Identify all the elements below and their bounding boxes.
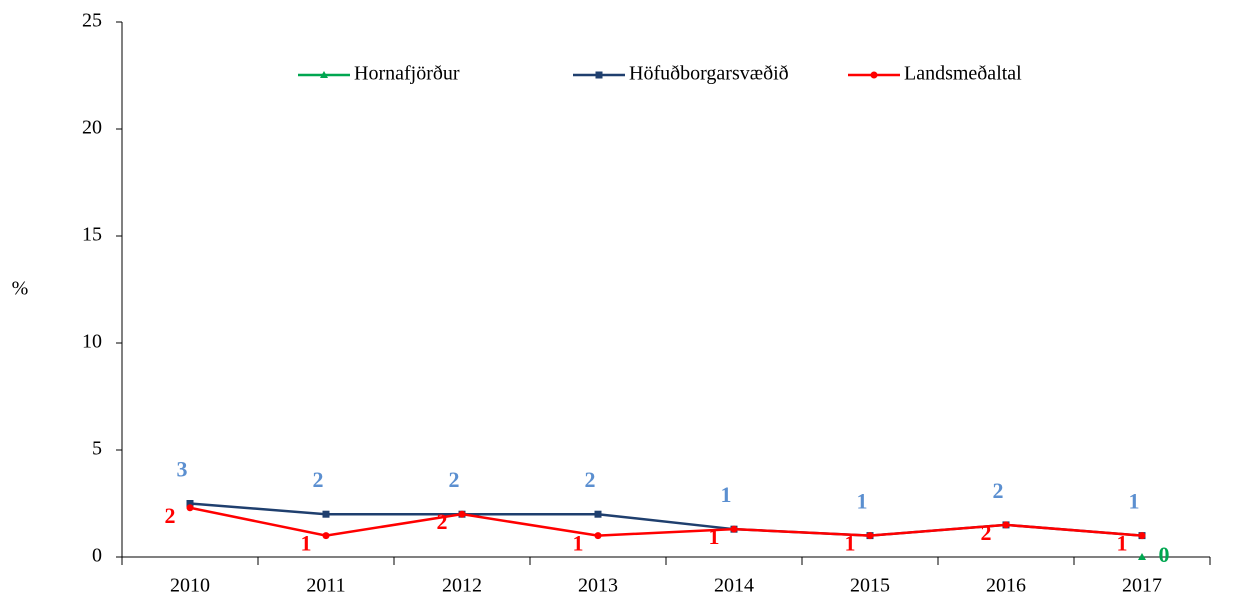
marker (870, 71, 878, 79)
legend-label: Hornafjörður (354, 63, 460, 85)
y-tick-label: 15 (82, 224, 102, 246)
value-label: 1 (857, 489, 868, 514)
value-label: 1 (1129, 489, 1140, 514)
value-label: 1 (721, 482, 732, 507)
value-label: 3 (177, 457, 188, 482)
series-line (189, 506, 1143, 537)
marker (1138, 532, 1146, 540)
x-tick-label: 2015 (850, 575, 890, 597)
x-tick-label: 2014 (714, 575, 754, 597)
value-label: 2 (981, 520, 992, 545)
x-tick-label: 2016 (986, 575, 1026, 597)
marker (595, 71, 603, 79)
marker (186, 504, 194, 512)
value-label: 1 (845, 531, 856, 556)
y-tick-label: 20 (82, 117, 102, 139)
value-label: 2 (437, 509, 448, 534)
marker (320, 71, 328, 78)
x-tick-label: 2013 (578, 575, 618, 597)
value-label: 1 (1117, 531, 1128, 556)
y-axis-label: % (12, 278, 29, 300)
marker (1002, 521, 1010, 529)
value-label: 2 (313, 467, 324, 492)
marker (1138, 553, 1146, 560)
legend-label: Höfuðborgarsvæðið (629, 63, 789, 85)
value-label: 1 (301, 531, 312, 556)
y-tick-label: 5 (92, 438, 102, 460)
value-label: 1 (709, 524, 720, 549)
x-tick-label: 2010 (170, 575, 210, 597)
marker (866, 532, 874, 540)
value-label: 2 (993, 478, 1004, 503)
value-label: 2 (585, 467, 596, 492)
marker (730, 525, 738, 533)
marker (458, 510, 466, 518)
y-tick-label: 0 (92, 545, 102, 567)
value-label: 1 (573, 531, 584, 556)
marker (594, 532, 602, 540)
y-tick-label: 25 (82, 10, 102, 32)
x-tick-label: 2017 (1122, 575, 1162, 597)
y-tick-label: 10 (82, 331, 102, 353)
marker (322, 532, 330, 540)
value-label: 2 (165, 503, 176, 528)
value-label: 0 (1159, 542, 1170, 567)
value-label: 2 (449, 467, 460, 492)
legend-label: Landsmeðaltal (904, 63, 1022, 85)
x-tick-label: 2012 (442, 575, 482, 597)
marker (594, 510, 602, 518)
x-tick-label: 2011 (306, 575, 345, 597)
series-line (189, 502, 1143, 537)
marker (322, 510, 330, 518)
marker (186, 500, 194, 507)
